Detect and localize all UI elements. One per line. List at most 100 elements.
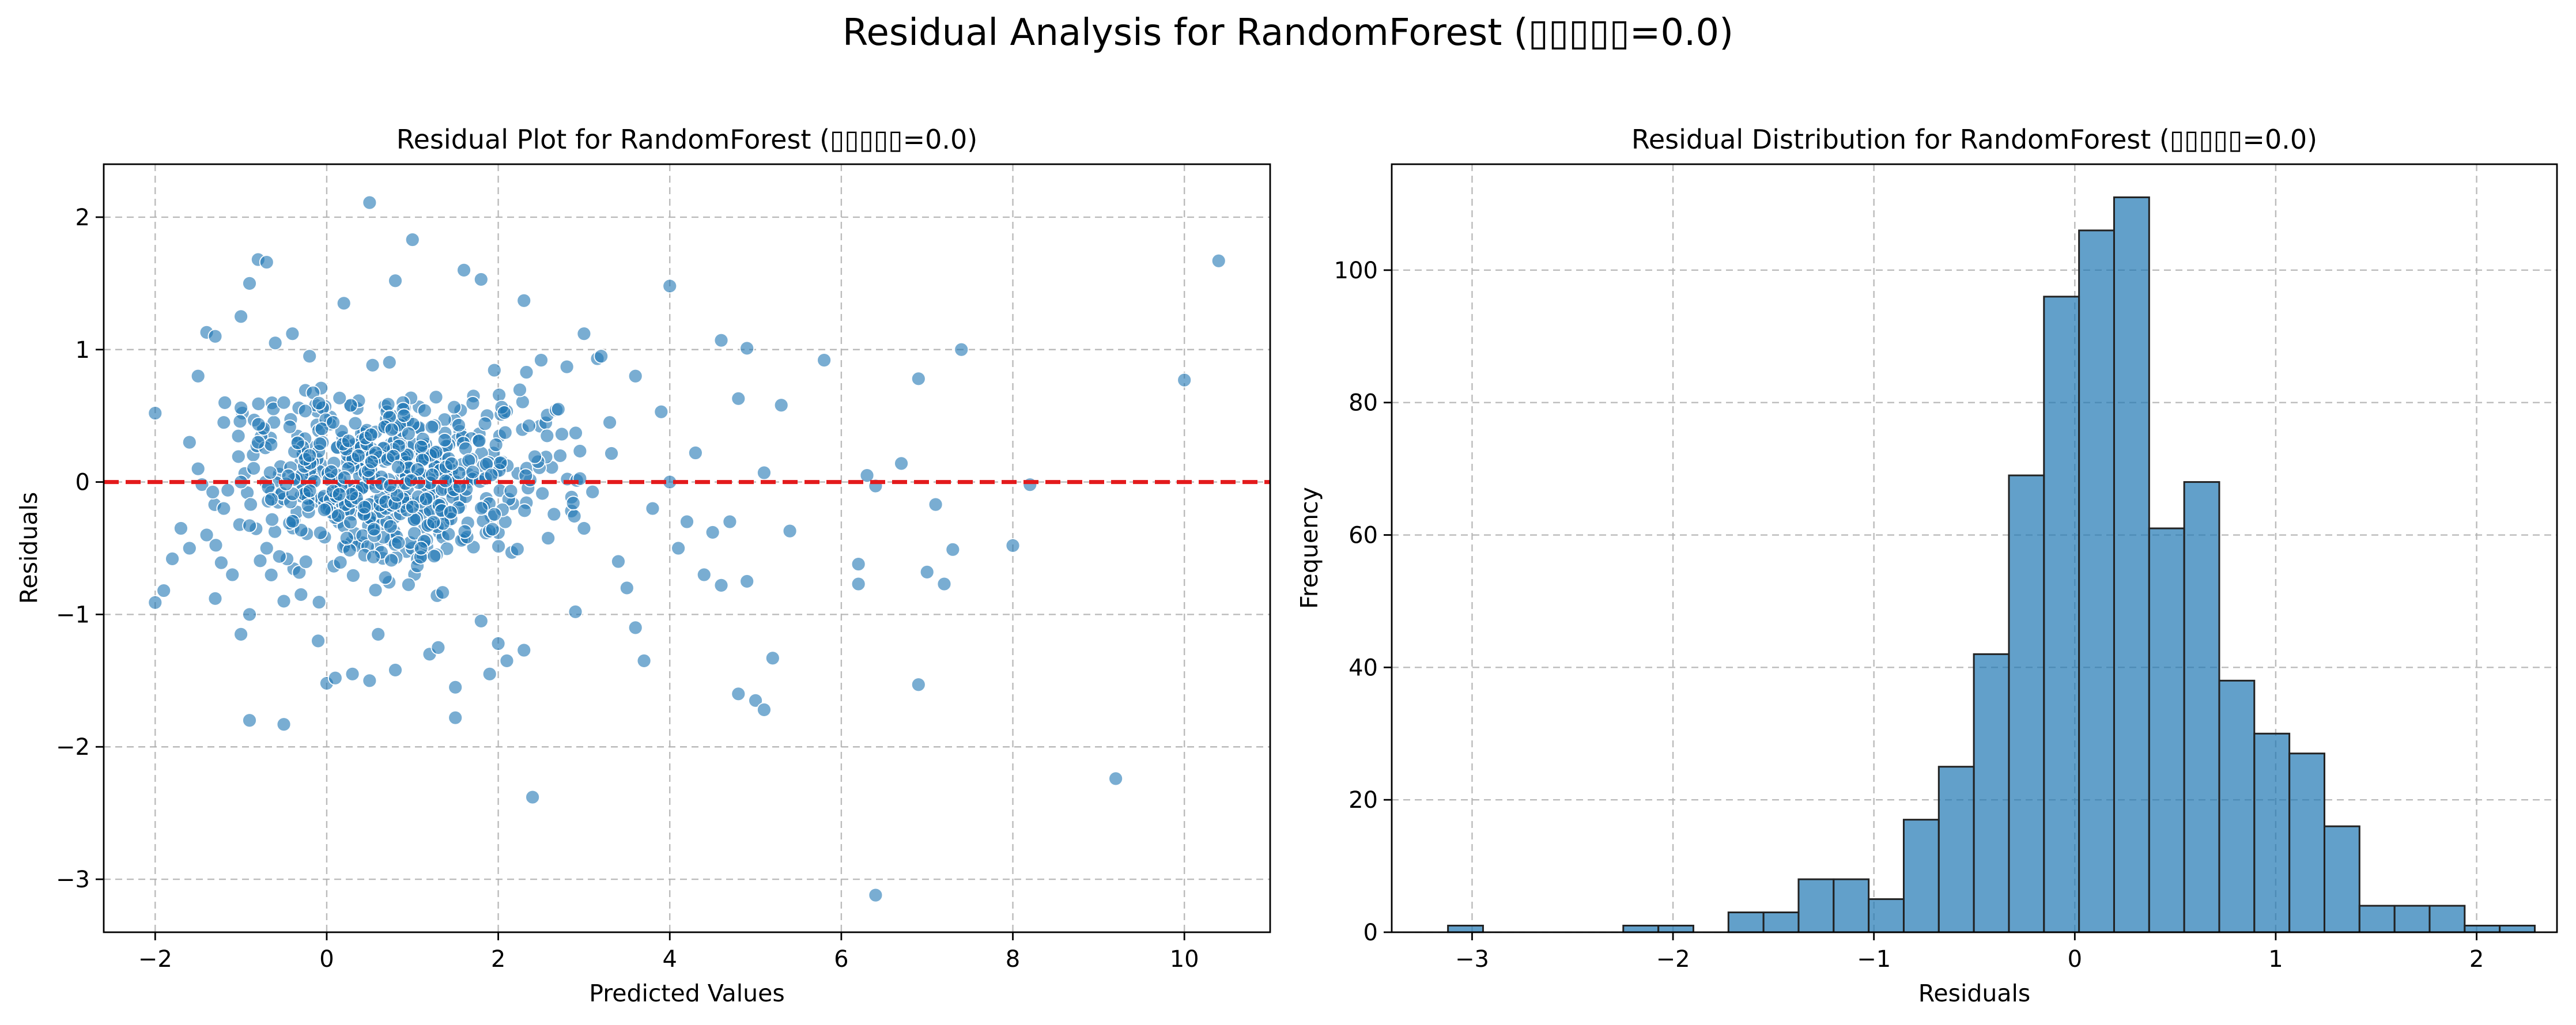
scatter-point: [366, 549, 381, 565]
scatter-point: [242, 518, 258, 534]
scatter-point: [731, 686, 746, 702]
scatter-point: [331, 487, 347, 502]
scatter-point: [426, 549, 442, 564]
scatter-point: [276, 717, 292, 732]
scatter-point: [362, 195, 377, 210]
hist-ytick-label: 20: [1349, 787, 1378, 814]
scatter-point: [388, 663, 403, 678]
hist-bar: [2078, 229, 2115, 933]
scatter-point: [474, 501, 489, 516]
scatter-point: [515, 394, 530, 410]
scatter-point: [628, 368, 643, 384]
scatter-point: [383, 519, 398, 534]
scatter-point: [401, 426, 416, 441]
hist-bar: [1727, 911, 1765, 933]
hist-xtick-label: 1: [2268, 946, 2283, 973]
scatter-point: [388, 273, 403, 289]
scatter-point: [333, 555, 348, 570]
hist-xtick-label: 2: [2469, 946, 2484, 973]
scatter-point: [368, 583, 383, 598]
scatter-point: [341, 433, 356, 449]
scatter-point: [276, 593, 292, 609]
scatter-point: [493, 455, 508, 471]
scatter-point: [448, 710, 463, 725]
scatter-point: [437, 433, 452, 448]
scatter-ylabel: Residuals: [15, 492, 43, 604]
scatter-point: [271, 549, 287, 564]
scatter-point: [243, 497, 258, 512]
scatter-point: [285, 326, 300, 342]
scatter-point: [323, 464, 339, 479]
scatter-point: [312, 525, 328, 540]
scatter-point: [868, 887, 883, 903]
scatter-point: [265, 512, 280, 527]
scatter-point: [765, 650, 780, 666]
scatter-point: [525, 789, 541, 805]
scatter-point: [430, 640, 446, 655]
scatter-point: [739, 574, 755, 589]
scatter-point: [604, 446, 619, 461]
scatter-point: [568, 604, 583, 619]
scatter-point: [527, 449, 542, 464]
scatter-point: [488, 437, 504, 452]
scatter-point: [512, 382, 527, 398]
scatter-point: [550, 402, 566, 417]
scatter-point: [165, 551, 180, 566]
scatter-point: [262, 465, 278, 481]
scatter-point: [566, 508, 582, 524]
scatter-point: [343, 515, 358, 530]
scatter-point: [311, 595, 327, 610]
scatter-point: [316, 502, 332, 517]
scatter-point: [911, 677, 926, 693]
scatter-point: [713, 332, 729, 348]
scatter-point: [362, 673, 377, 689]
hist-xtick-label: −1: [1857, 946, 1891, 973]
scatter-point: [391, 459, 406, 475]
scatter-point: [757, 702, 772, 717]
scatter-point: [267, 335, 283, 351]
scatter-point: [231, 428, 246, 444]
hist-bar: [2358, 905, 2396, 933]
scatter-point: [919, 564, 935, 580]
scatter-point: [773, 398, 789, 413]
scatter-point: [519, 365, 534, 380]
hist-bar: [2183, 481, 2220, 933]
scatter-point: [654, 404, 669, 419]
scatter-point: [216, 501, 232, 516]
scatter-point: [418, 491, 434, 506]
scatter-xtick-label: −2: [138, 946, 172, 973]
scatter-point: [585, 484, 600, 500]
scatter-point: [911, 371, 926, 387]
scatter-point: [535, 486, 550, 501]
hist-bar: [1902, 819, 1940, 933]
scatter-point: [509, 542, 525, 557]
scatter-point: [332, 390, 348, 406]
scatter-point: [276, 395, 292, 410]
hist-bar: [2218, 679, 2256, 933]
scatter-ticks: −2 0 2 4 6 8 10 −3 −2 −1 0 1 2: [56, 205, 1199, 973]
scatter-point: [448, 679, 463, 695]
scatter-point: [516, 293, 532, 308]
scatter-point: [285, 513, 300, 529]
scatter-point: [451, 418, 466, 433]
scatter-point: [553, 448, 568, 463]
scatter-point: [413, 439, 429, 455]
scatter-point: [208, 538, 224, 553]
scatter-point: [173, 521, 188, 536]
scatter-point: [492, 387, 507, 403]
scatter-point: [384, 422, 399, 437]
scatter-point: [298, 554, 313, 569]
scatter-point: [465, 464, 481, 480]
scatter-point: [428, 389, 444, 405]
scatter-point: [233, 309, 249, 324]
scatter-ytick-label: −2: [56, 734, 90, 761]
scatter-point: [1177, 372, 1192, 388]
scatter-point: [739, 341, 755, 356]
scatter-point: [503, 483, 519, 499]
scatter-point: [602, 415, 617, 430]
scatter-point: [401, 577, 416, 592]
scatter-point: [365, 357, 380, 373]
scatter-point: [342, 542, 357, 558]
